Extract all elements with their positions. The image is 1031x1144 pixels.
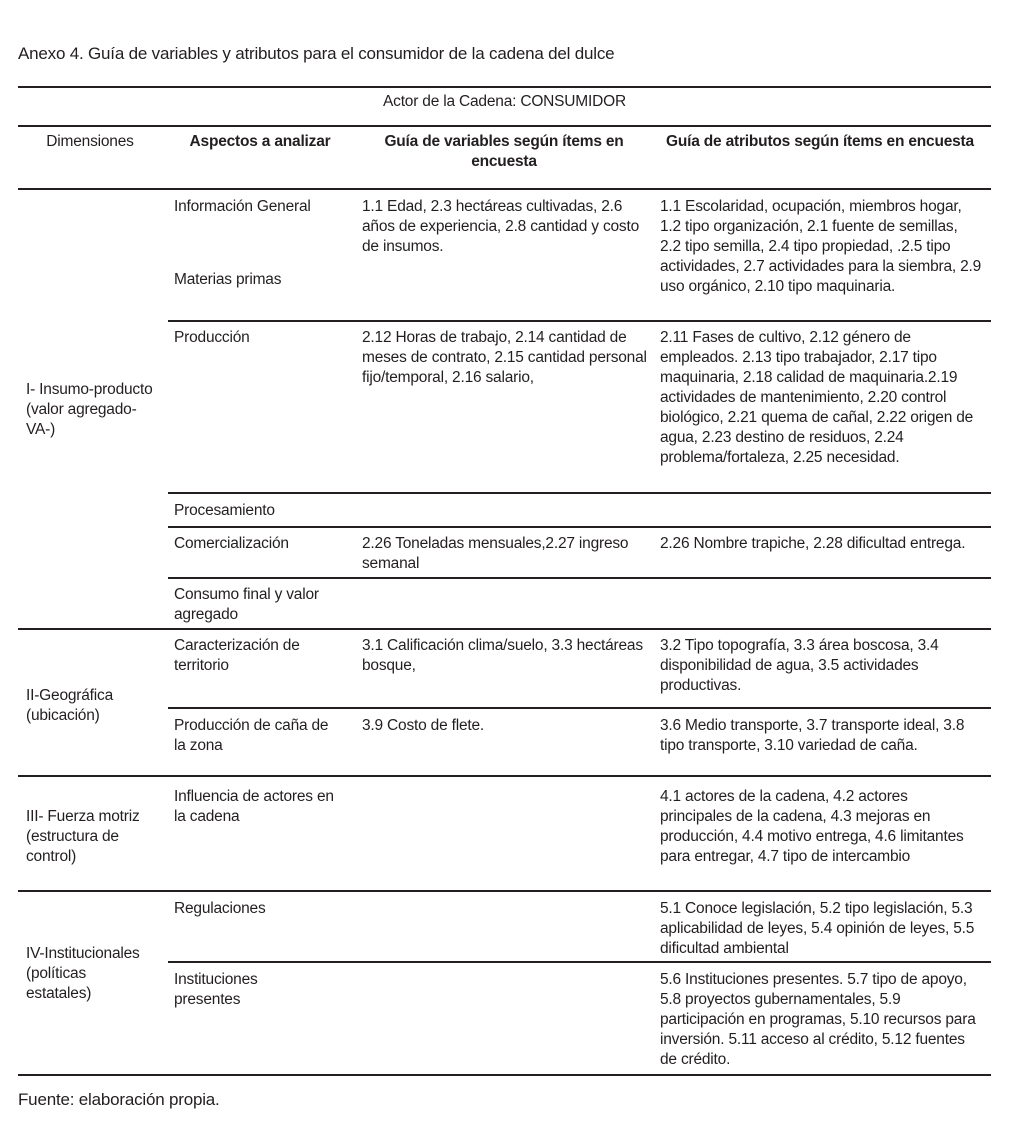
- header-dimensiones: Dimensiones: [46, 133, 134, 150]
- variables-cell: 2.12 Horas de trabajo, 2.14 cantidad de …: [362, 329, 647, 386]
- attributes-cell: 2.11 Fases de cultivo, 2.12 género de em…: [660, 329, 974, 466]
- attributes-cell: 4.1 actores de la cadena, 4.2 actores pr…: [660, 788, 964, 865]
- header-aspectos: Aspectos a analizar: [189, 133, 331, 150]
- attributes-cell: 2.26 Nombre trapiche, 2.28 dificultad en…: [660, 535, 966, 552]
- aspect-label: Producción: [174, 329, 250, 346]
- header-variables: Guía de variables según ítems en encuest…: [384, 133, 624, 170]
- aspect-label: Procesamiento: [174, 502, 275, 519]
- aspect-label: Materias primas: [174, 271, 282, 288]
- attributes-cell: 5.6 Instituciones presentes. 5.7 tipo de…: [660, 971, 976, 1068]
- rule: [168, 577, 991, 579]
- rule-top: [18, 86, 991, 88]
- dimension-label: IV-Institucionales (políticas estatales): [26, 945, 140, 1002]
- aspect-label: Instituciones presentes: [174, 971, 258, 1008]
- rule: [18, 775, 991, 777]
- attributes-cell: 3.6 Medio transporte, 3.7 transporte ide…: [660, 717, 965, 754]
- aspect-label: Consumo final y valor agregado: [174, 586, 319, 623]
- rule: [168, 707, 991, 709]
- table-title: Anexo 4. Guía de variables y atributos p…: [18, 44, 615, 63]
- rule: [18, 890, 991, 892]
- rule: [168, 526, 991, 528]
- aspect-label: Producción de caña de la zona: [174, 717, 329, 754]
- rule: [18, 188, 991, 190]
- source-note: Fuente: elaboración propia.: [18, 1090, 220, 1109]
- variables-cell: 2.26 Toneladas mensuales,2.27 ingreso se…: [362, 535, 629, 572]
- attributes-cell: 1.1 Escolaridad, ocupación, miembros hog…: [660, 198, 982, 295]
- variables-cell: 1.1 Edad, 2.3 hectáreas cultivadas, 2.6 …: [362, 198, 640, 255]
- aspect-label: Información General: [174, 198, 311, 215]
- rule: [168, 492, 991, 494]
- header-atributos: Guía de atributos según ítems en encuest…: [666, 133, 974, 150]
- aspect-label: Influencia de actores en la cadena: [174, 788, 334, 825]
- rule: [18, 628, 991, 630]
- dimension-label: I- Insumo-producto (valor agregado-VA-): [26, 381, 153, 438]
- variables-cell: 3.1 Calificación clima/suelo, 3.3 hectár…: [362, 637, 643, 674]
- actor-header: Actor de la Cadena: CONSUMIDOR: [383, 93, 626, 110]
- rule: [168, 961, 991, 963]
- rule-bottom: [18, 1074, 991, 1076]
- variables-cell: 3.9 Costo de flete.: [362, 717, 485, 734]
- aspect-label: Comercialización: [174, 535, 289, 552]
- rule: [18, 125, 991, 127]
- aspect-label: Caracterización de territorio: [174, 637, 300, 674]
- dimension-label: III- Fuerza motriz (estructura de contro…: [26, 808, 140, 865]
- attributes-cell: 5.1 Conoce legislación, 5.2 tipo legisla…: [660, 900, 975, 957]
- rule: [168, 320, 991, 322]
- aspect-label: Regulaciones: [174, 900, 266, 917]
- attributes-cell: 3.2 Tipo topografía, 3.3 área boscosa, 3…: [660, 637, 939, 694]
- dimension-label: II-Geográfica (ubicación): [26, 687, 113, 724]
